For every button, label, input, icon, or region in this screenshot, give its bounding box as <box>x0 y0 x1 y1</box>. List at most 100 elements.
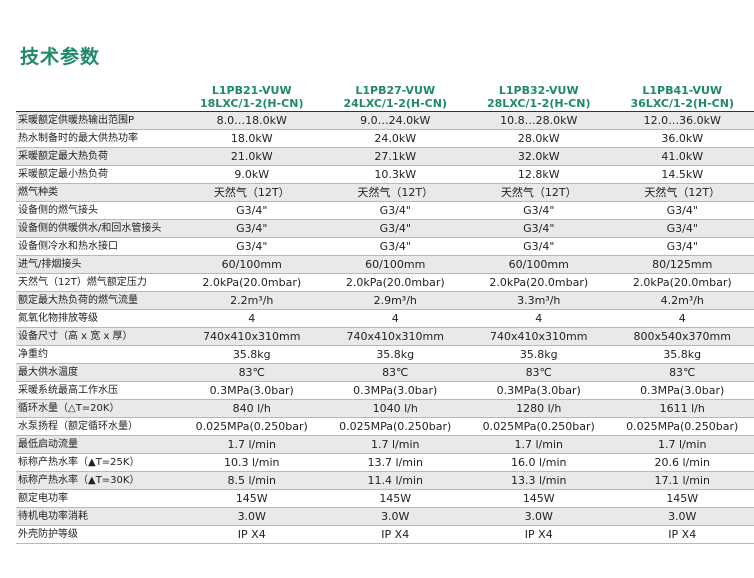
table-row: 待机电功率消耗 3.0W 3.0W 3.0W 3.0W <box>16 507 754 526</box>
row-label: 设备尺寸（高 x 宽 x 厚） <box>16 327 180 346</box>
row-label: 设备侧的燃气接头 <box>16 201 180 220</box>
model-suffix: 36LXC/1-2(H-CN) <box>630 97 734 110</box>
model-header: L1PB32-VUW 28LXC/1-2(H-CN) <box>467 82 611 112</box>
table-cell: G3/4" <box>180 237 324 256</box>
table-cell: 16.0 l/min <box>467 453 611 472</box>
table-cell: G3/4" <box>467 237 611 256</box>
table-cell: G3/4" <box>323 237 467 256</box>
table-cell: 17.1 l/min <box>610 471 754 490</box>
table-row: 设备尺寸（高 x 宽 x 厚） 740x410x310mm 740x410x310m… <box>16 327 754 346</box>
table-row: 最低启动流量 1.7 l/min 1.7 l/min 1.7 l/min 1.7 l/m… <box>16 435 754 454</box>
table-cell: 10.8…28.0kW <box>467 111 611 130</box>
table-cell: 145W <box>180 489 324 508</box>
table-cell: 2.2m³/h <box>180 291 324 310</box>
spec-table: L1PB21-VUW 18LXC/1-2(H-CN) L1PB27-VUW 24LX… <box>16 82 754 544</box>
table-cell: 天然气（12T） <box>610 183 754 202</box>
table-cell: 1.7 l/min <box>467 435 611 454</box>
row-label: 采暖额定最小热负荷 <box>16 165 180 184</box>
row-label: 净重约 <box>16 345 180 364</box>
table-row: 设备侧冷水和热水接口 G3/4" G3/4" G3/4" G3/4" <box>16 237 754 256</box>
table-cell: 35.8kg <box>467 345 611 364</box>
row-label: 最低启动流量 <box>16 435 180 454</box>
table-row: 水泵扬程（额定循环水量） 0.025MPa(0.250bar) 0.025MPa(0… <box>16 417 754 436</box>
header-spacer <box>16 82 180 112</box>
model-code: L1PB21-VUW <box>211 84 292 97</box>
table-cell: 35.8kg <box>180 345 324 364</box>
table-row: 采暖系统最高工作水压 0.3MPa(3.0bar) 0.3MPa(3.0bar) 0.… <box>16 381 754 400</box>
table-cell: 1280 l/h <box>467 399 611 418</box>
table-cell: 60/100mm <box>323 255 467 274</box>
table-cell: IP X4 <box>610 525 754 544</box>
table-cell: 36.0kW <box>610 129 754 148</box>
table-cell: 4 <box>610 309 754 328</box>
table-cell: 18.0kW <box>180 129 324 148</box>
table-cell: 21.0kW <box>180 147 324 166</box>
table-cell: 8.5 l/min <box>180 471 324 490</box>
model-header: L1PB21-VUW 18LXC/1-2(H-CN) <box>180 82 324 112</box>
table-cell: 0.3MPa(3.0bar) <box>323 381 467 400</box>
table-row: 外壳防护等级 IP X4 IP X4 IP X4 IP X4 <box>16 525 754 544</box>
table-cell: 天然气（12T） <box>467 183 611 202</box>
table-cell: G3/4" <box>467 201 611 220</box>
table-row: 进气/排烟接头 60/100mm 60/100mm 60/100mm 80/125mm <box>16 255 754 274</box>
table-cell: 14.5kW <box>610 165 754 184</box>
table-cell: 1.7 l/min <box>610 435 754 454</box>
row-label: 设备侧冷水和热水接口 <box>16 237 180 256</box>
table-cell: 0.025MPa(0.250bar) <box>610 417 754 436</box>
table-cell: 840 l/h <box>180 399 324 418</box>
table-cell: 2.0kPa(20.0mbar) <box>323 273 467 292</box>
table-cell: 天然气（12T） <box>323 183 467 202</box>
table-cell: 145W <box>610 489 754 508</box>
table-cell: 3.0W <box>180 507 324 526</box>
row-label: 采暖额定最大热负荷 <box>16 147 180 166</box>
row-label: 最大供水温度 <box>16 363 180 382</box>
table-cell: 20.6 l/min <box>610 453 754 472</box>
table-cell: 4 <box>467 309 611 328</box>
table-cell: 740x410x310mm <box>467 327 611 346</box>
page-title: 技术参数 <box>20 46 101 68</box>
table-cell: 4 <box>323 309 467 328</box>
table-cell: 13.7 l/min <box>323 453 467 472</box>
table-row: 采暖额定最大热负荷 21.0kW 27.1kW 32.0kW 41.0kW <box>16 147 754 166</box>
row-label: 进气/排烟接头 <box>16 255 180 274</box>
table-cell: 800x540x370mm <box>610 327 754 346</box>
table-row: 天然气（12T）燃气额定压力 2.0kPa(20.0mbar) 2.0kPa(20.… <box>16 273 754 292</box>
row-label: 氮氧化物排放等级 <box>16 309 180 328</box>
table-cell: 13.3 l/min <box>467 471 611 490</box>
table-cell: 11.4 l/min <box>323 471 467 490</box>
table-cell: 0.3MPa(3.0bar) <box>180 381 324 400</box>
model-header: L1PB27-VUW 24LXC/1-2(H-CN) <box>324 82 468 112</box>
table-cell: 4 <box>180 309 324 328</box>
table-row: 设备侧的燃气接头 G3/4" G3/4" G3/4" G3/4" <box>16 201 754 220</box>
table-cell: 35.8kg <box>610 345 754 364</box>
table-row: 循环水量（△T=20K） 840 l/h 1040 l/h 1280 l/h 1611 … <box>16 399 754 418</box>
table-cell: 145W <box>467 489 611 508</box>
table-cell: 28.0kW <box>467 129 611 148</box>
table-cell: 83℃ <box>180 363 324 382</box>
row-label: 额定电功率 <box>16 489 180 508</box>
table-cell: G3/4" <box>323 201 467 220</box>
table-cell: 4.2m³/h <box>610 291 754 310</box>
model-suffix: 24LXC/1-2(H-CN) <box>343 97 447 110</box>
table-cell: 27.1kW <box>323 147 467 166</box>
model-suffix: 28LXC/1-2(H-CN) <box>487 97 591 110</box>
table-row: 采暖额定供暖热输出范围P 8.0…18.0kW 9.0…24.0kW 10.8…28.… <box>16 111 754 130</box>
table-cell: 80/125mm <box>610 255 754 274</box>
table-cell: 2.0kPa(20.0mbar) <box>180 273 324 292</box>
model-code: L1PB32-VUW <box>498 84 579 97</box>
table-cell: 24.0kW <box>323 129 467 148</box>
table-row: 热水制备时的最大供热功率 18.0kW 24.0kW 28.0kW 36.0kW <box>16 129 754 148</box>
table-row: 净重约 35.8kg 35.8kg 35.8kg 35.8kg <box>16 345 754 364</box>
table-row: 额定最大热负荷的燃气流量 2.2m³/h 2.9m³/h 3.3m³/h 4.2m³/h <box>16 291 754 310</box>
table-cell: G3/4" <box>180 201 324 220</box>
table-cell: 0.025MPa(0.250bar) <box>467 417 611 436</box>
row-label: 待机电功率消耗 <box>16 507 180 526</box>
table-cell: IP X4 <box>323 525 467 544</box>
table-cell: G3/4" <box>180 219 324 238</box>
row-label: 采暖系统最高工作水压 <box>16 381 180 400</box>
table-row: 采暖额定最小热负荷 9.0kW 10.3kW 12.8kW 14.5kW <box>16 165 754 184</box>
row-label: 采暖额定供暖热输出范围P <box>16 111 180 130</box>
table-cell: 9.0…24.0kW <box>323 111 467 130</box>
table-cell: 2.0kPa(20.0mbar) <box>467 273 611 292</box>
table-cell: 83℃ <box>467 363 611 382</box>
